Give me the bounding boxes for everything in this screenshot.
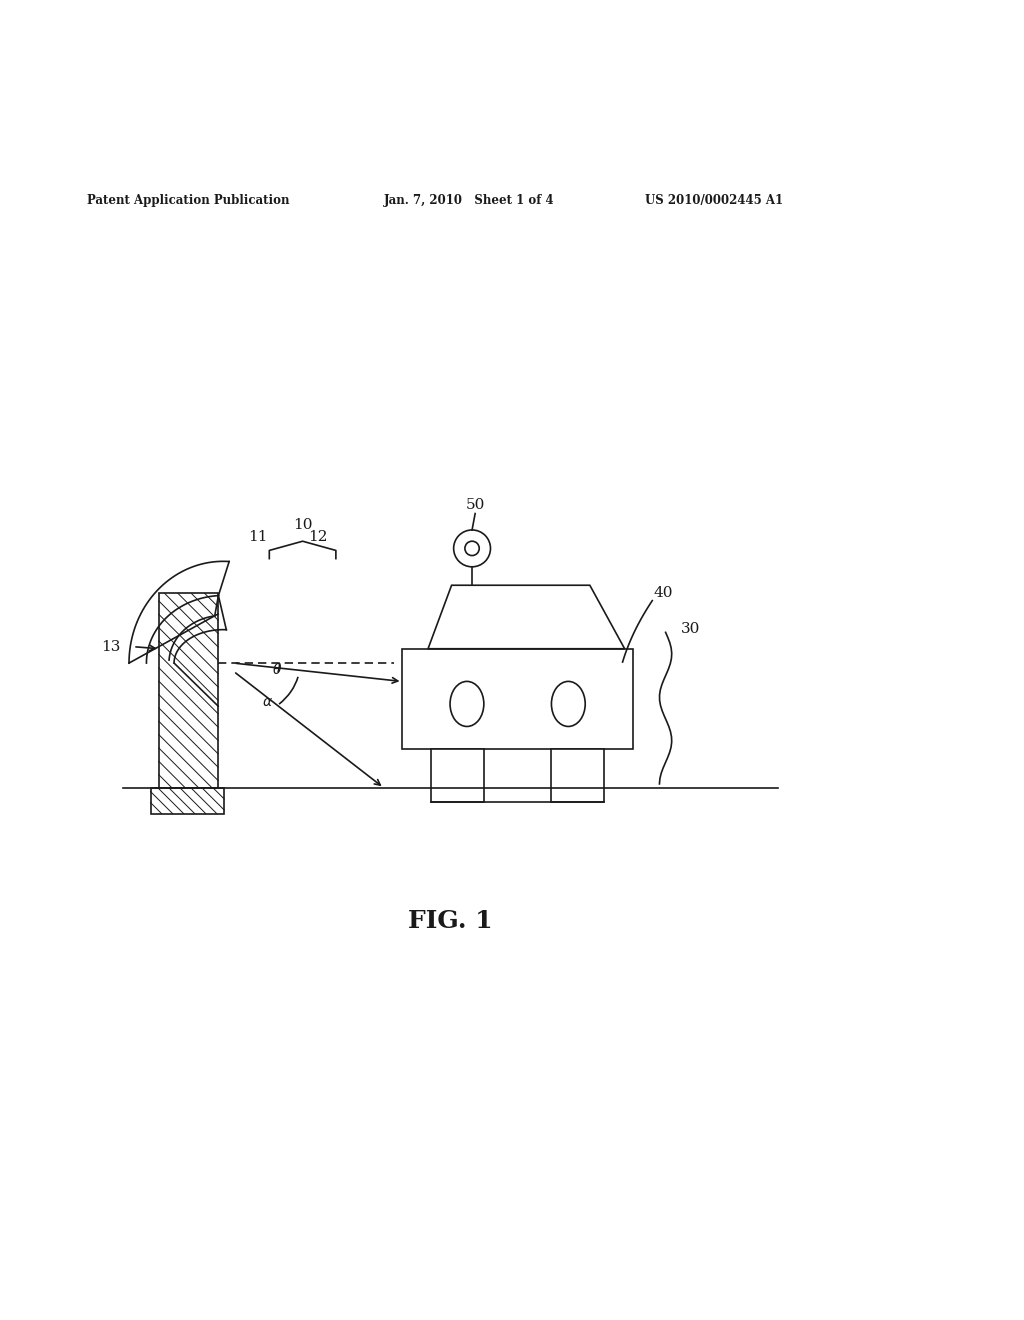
Bar bbox=[151, 788, 224, 813]
Text: 11: 11 bbox=[248, 531, 267, 544]
Text: $\theta$: $\theta$ bbox=[272, 661, 283, 677]
Text: 10: 10 bbox=[293, 517, 312, 532]
Ellipse shape bbox=[552, 681, 586, 726]
Bar bbox=[159, 594, 218, 788]
Circle shape bbox=[454, 529, 490, 566]
Polygon shape bbox=[428, 585, 625, 648]
Text: 12: 12 bbox=[308, 531, 328, 544]
Text: US 2010/0002445 A1: US 2010/0002445 A1 bbox=[645, 194, 783, 207]
Bar bbox=[402, 648, 633, 748]
Circle shape bbox=[465, 541, 479, 556]
Text: $\alpha$: $\alpha$ bbox=[262, 696, 273, 709]
Text: 13: 13 bbox=[101, 640, 121, 653]
Text: 30: 30 bbox=[681, 622, 700, 636]
Bar bbox=[551, 748, 604, 803]
Text: 40: 40 bbox=[653, 586, 673, 601]
Text: FIG. 1: FIG. 1 bbox=[409, 909, 493, 933]
Bar bbox=[431, 748, 484, 803]
Text: Patent Application Publication: Patent Application Publication bbox=[87, 194, 290, 207]
Ellipse shape bbox=[451, 681, 484, 726]
Text: 50: 50 bbox=[466, 498, 484, 512]
Text: Jan. 7, 2010   Sheet 1 of 4: Jan. 7, 2010 Sheet 1 of 4 bbox=[384, 194, 555, 207]
